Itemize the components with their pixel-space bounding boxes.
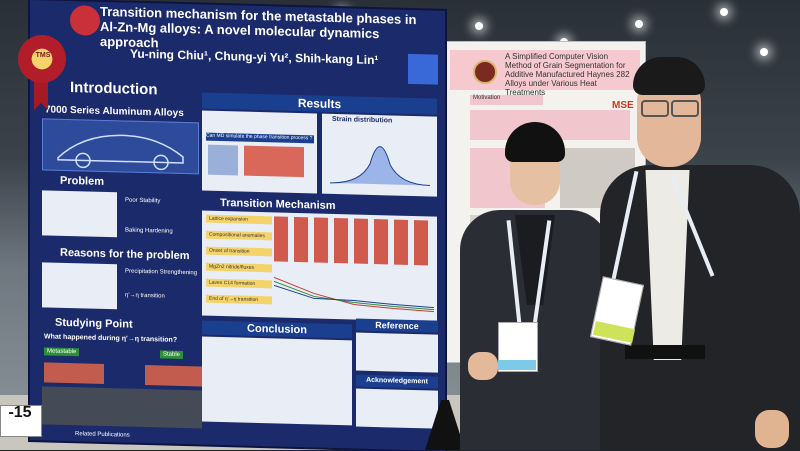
right-poster-brand: MSE — [612, 100, 634, 111]
flower-logo-icon — [70, 5, 100, 36]
step-1: Lattice expansion — [206, 214, 272, 225]
section-reference: Reference — [356, 318, 438, 333]
label-stable: Stable — [160, 350, 184, 360]
badge-band — [498, 360, 536, 370]
step-5: Laves C14 formation — [206, 278, 272, 289]
microscopy-images — [42, 386, 202, 429]
booth-number: -15 — [8, 404, 32, 421]
student-hair — [505, 122, 565, 162]
problem-item: Poor Stability — [125, 197, 161, 205]
acknowledgement-panel — [356, 388, 438, 429]
problem-chart — [42, 190, 117, 238]
right-poster-section: Motivation — [470, 95, 543, 105]
section-series: 7000 Series Aluminum Alloys — [45, 104, 184, 120]
professor-hair — [633, 57, 705, 95]
section-problem: Problem — [60, 174, 105, 188]
reference-panel — [356, 332, 438, 373]
strain-title: Strain distribution — [332, 115, 393, 125]
booth-sign — [0, 405, 42, 437]
left-poster: Transition mechanism for the metastable … — [30, 0, 445, 451]
label-metastable: Metastable — [44, 347, 80, 357]
results-panel: Can MD simulate the phase transition pro… — [202, 110, 317, 194]
strength-chart — [42, 262, 117, 310]
rosette-ribbon — [34, 75, 48, 110]
conclusion-panel — [202, 336, 352, 426]
step-2: Compositional anomalies — [206, 230, 272, 241]
problem-item: Baking Hardening — [125, 227, 173, 235]
lattice-image — [208, 144, 238, 176]
step-6: End of η'→η transition — [206, 294, 272, 305]
university-logo-icon — [408, 53, 438, 85]
glasses-icon — [641, 100, 669, 117]
section-transition: Transition Mechanism — [220, 196, 336, 213]
section-reasons: Reasons for the problem — [60, 246, 190, 263]
ceiling-light — [475, 22, 483, 30]
crystal-structure-image — [44, 362, 104, 384]
section-studying: Studying Point — [55, 316, 133, 331]
belt — [625, 345, 705, 359]
studying-question: What happened during η'→η transition? — [44, 333, 178, 344]
strain-distribution-chart — [330, 146, 430, 186]
car-illustration — [42, 118, 199, 175]
rosette-label: TMS — [35, 52, 51, 59]
student-hand — [468, 352, 498, 380]
right-poster-title: A Simplified Computer Vision Method of G… — [505, 52, 630, 97]
reason-item: Precipitation Strengthening — [125, 268, 198, 277]
atom-grid-image — [244, 145, 304, 178]
md-question: Can MD simulate the phase transition pro… — [206, 132, 314, 144]
professor-hand — [755, 410, 789, 448]
ceiling-light — [760, 48, 768, 56]
glasses-icon — [671, 100, 699, 117]
step-4: MgZn2 nitride/fluxes — [206, 262, 272, 273]
car-icon — [57, 134, 184, 171]
transition-panel: Lattice expansion Compositional anomalie… — [202, 210, 437, 322]
ceiling-light — [720, 8, 728, 16]
reason-item: η'→η transition — [125, 292, 165, 300]
crystal-structure-image — [145, 365, 205, 387]
atom-snapshots — [274, 216, 434, 266]
section-introduction: Introduction — [70, 79, 158, 99]
ceiling-light — [635, 20, 643, 28]
university-logo-icon — [473, 60, 497, 84]
section-conclusion: Conclusion — [202, 320, 352, 339]
award-rosette-icon — [18, 35, 66, 83]
strain-panel: Strain distribution — [322, 113, 437, 197]
step-3: Onset of transition — [206, 246, 272, 257]
energy-chart — [274, 276, 434, 313]
section-acknowledgement: Acknowledgement — [356, 374, 438, 389]
related-publications: Related Publications — [75, 431, 130, 439]
